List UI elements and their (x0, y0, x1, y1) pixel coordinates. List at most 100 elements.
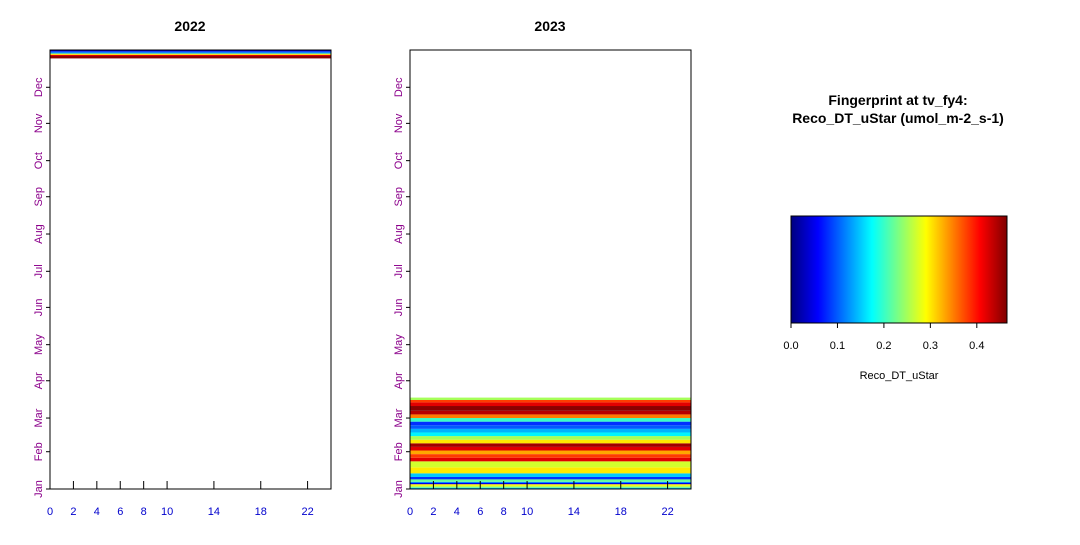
colorbar (790, 215, 1008, 324)
y-tick-label: Aug (33, 224, 45, 244)
panel-title: 2023 (534, 18, 565, 34)
heatmap-band (410, 479, 691, 482)
heatmap-band (410, 425, 691, 429)
colorbar-tick-label: 0.2 (876, 340, 891, 352)
heatmap-band (50, 53, 331, 55)
heatmap-band (410, 414, 691, 419)
x-tick-label: 4 (454, 506, 460, 518)
heatmap-band (410, 410, 691, 415)
y-tick-label: Jun (33, 299, 45, 317)
x-tick-label: 10 (521, 506, 533, 518)
x-tick-label: 2 (70, 506, 76, 518)
heatmap-band (410, 481, 691, 483)
heatmap-panel-2023: 2023 Jan Feb Mar Apr May Jun Jul Aug Sep Oct Nov De… (393, 18, 692, 518)
panel-title: 2022 (174, 18, 205, 34)
y-axis-months: Jan Feb Mar Apr May Jun Jul Aug Sep Oct Nov Dec (33, 77, 50, 498)
x-tick-label: 8 (141, 506, 147, 518)
y-tick-label: Aug (393, 224, 405, 244)
heatmap-band (410, 418, 691, 422)
heatmap-band (50, 52, 331, 54)
y-tick-label: Sep (393, 187, 405, 207)
y-tick-label: May (393, 334, 405, 355)
x-tick-label: 22 (661, 506, 673, 518)
heatmap-band (410, 473, 691, 477)
y-tick-label: Jun (393, 299, 405, 317)
legend-title-line2: Reco_DT_uStar (umol_m-2_s-1) (792, 110, 1004, 126)
x-tick-label: 18 (615, 506, 627, 518)
heatmap-cells (50, 50, 331, 59)
x-tick-label: 6 (117, 506, 123, 518)
heatmap-band (410, 428, 691, 433)
y-tick-label: Feb (393, 442, 405, 461)
heatmap-band (410, 454, 691, 458)
heatmap-band (410, 467, 691, 474)
y-tick-label: Dec (393, 77, 405, 97)
y-tick-label: May (33, 334, 45, 355)
heatmap-band (410, 476, 691, 480)
heatmap-band (410, 487, 691, 489)
x-tick-label: 2 (430, 506, 436, 518)
y-tick-label: Jan (393, 480, 405, 498)
y-tick-label: Jul (393, 264, 405, 278)
x-tick-label: 0 (47, 506, 53, 518)
heatmap-band (410, 402, 691, 407)
heatmap-band (410, 446, 691, 451)
heatmap-band (50, 51, 331, 53)
heatmap-band (410, 443, 691, 447)
y-tick-label: Apr (33, 372, 45, 389)
x-tick-label: 18 (255, 506, 267, 518)
heatmap-band (410, 436, 691, 440)
heatmap-band (410, 439, 691, 444)
y-tick-label: Mar (33, 408, 45, 427)
x-tick-label: 10 (161, 506, 173, 518)
heatmap-band (410, 406, 691, 411)
x-tick-label: 8 (501, 506, 507, 518)
y-tick-label: Dec (33, 77, 45, 97)
heatmap-band (410, 399, 691, 403)
heatmap-band (50, 50, 331, 52)
heatmap-band (410, 484, 691, 486)
heatmap-band (410, 421, 691, 426)
heatmap-band (50, 54, 331, 57)
x-tick-label: 14 (208, 506, 220, 518)
y-tick-label: Oct (393, 152, 405, 169)
x-tick-label: 14 (568, 506, 580, 518)
y-tick-label: Sep (33, 187, 45, 207)
heatmap-panel-2022: 2022 JanFebMarAprMayJunJulAugSepOctNovDe… (33, 18, 332, 518)
heatmap-band (410, 397, 691, 400)
x-axis-hours: 0 2 4 6 8 10 14 18 22 (407, 481, 674, 518)
colorbar-ticks: 0.0 0.1 0.2 0.3 0.4 (783, 323, 984, 352)
x-tick-label: 0 (407, 506, 413, 518)
legend-title-line1: Fingerprint at tv_fy4: (828, 92, 967, 108)
x-tick-label: 4 (94, 506, 100, 518)
y-axis-months: Jan Feb Mar Apr May Jun Jul Aug Sep Oct Nov Dec (393, 77, 410, 498)
heatmap-band (410, 450, 691, 455)
y-tick-label: Jul (33, 264, 45, 278)
heatmap-band (410, 461, 691, 468)
y-tick-label: Nov (33, 113, 45, 133)
color-legend: Fingerprint at tv_fy4: Reco_DT_uStar (um… (783, 92, 1008, 382)
heatmap-band (410, 485, 691, 487)
y-tick-label: Mar (393, 408, 405, 427)
x-tick-label: 6 (477, 506, 483, 518)
colorbar-tick-label: 0.3 (923, 340, 938, 352)
y-tick-label: Apr (393, 372, 405, 389)
colorbar-variable-label: Reco_DT_uStar (860, 370, 939, 382)
heatmap-band (410, 482, 691, 485)
y-tick-label: Feb (33, 442, 45, 461)
heatmap-band (410, 486, 691, 488)
colorbar-tick-label: 0.4 (969, 340, 984, 352)
plot-frame (49, 49, 332, 490)
y-tick-label: Oct (33, 152, 45, 169)
colorbar-tick-label: 0.1 (830, 340, 845, 352)
heatmap-band (410, 457, 691, 462)
y-tick-label: Nov (393, 113, 405, 133)
y-tick-label: Jan (33, 480, 45, 498)
heatmap-cells (410, 397, 691, 489)
x-tick-label: 22 (301, 506, 313, 518)
colorbar-tick-label: 0.0 (783, 340, 798, 352)
x-axis-hours: 0 2 4 6 8 10 14 18 22 (47, 481, 314, 518)
heatmap-band (410, 432, 691, 437)
